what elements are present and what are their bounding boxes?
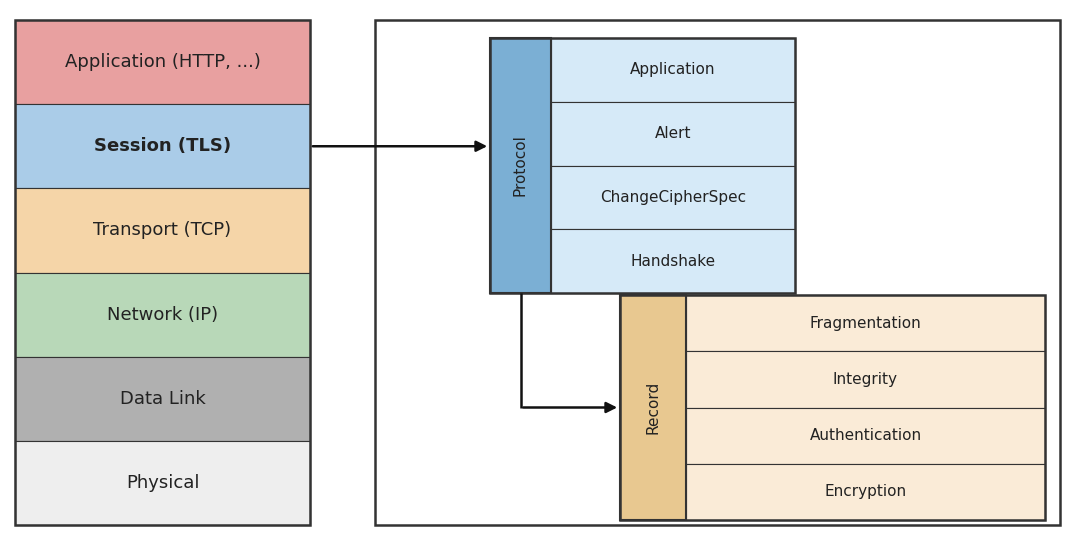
Bar: [15, 188, 310, 272]
Bar: [551, 165, 795, 229]
Bar: [686, 464, 1045, 520]
Text: Application (HTTP, ...): Application (HTTP, ...): [65, 53, 260, 71]
Text: Transport (TCP): Transport (TCP): [94, 222, 231, 239]
Text: ChangeCipherSpec: ChangeCipherSpec: [599, 190, 746, 205]
Bar: [490, 38, 551, 293]
Text: Encryption: Encryption: [824, 484, 906, 500]
Bar: [15, 272, 310, 357]
Bar: [620, 295, 686, 520]
Bar: [620, 295, 1045, 520]
Text: Data Link: Data Link: [120, 390, 205, 408]
Bar: [15, 104, 310, 188]
Text: Session (TLS): Session (TLS): [94, 137, 231, 155]
Bar: [686, 351, 1045, 407]
Text: Application: Application: [631, 62, 716, 78]
Bar: [551, 229, 795, 293]
Text: Integrity: Integrity: [833, 372, 897, 387]
Bar: [551, 38, 795, 102]
Text: Protocol: Protocol: [513, 134, 528, 197]
Bar: [490, 38, 795, 293]
Text: Fragmentation: Fragmentation: [810, 316, 921, 331]
Bar: [15, 20, 310, 104]
Text: Alert: Alert: [654, 126, 691, 141]
Text: Handshake: Handshake: [631, 254, 716, 269]
Bar: [686, 295, 1045, 351]
Bar: [490, 38, 795, 293]
Bar: [15, 20, 310, 525]
Bar: [15, 357, 310, 441]
Text: Authentication: Authentication: [809, 428, 921, 443]
Text: Physical: Physical: [125, 474, 199, 492]
Bar: [620, 295, 686, 520]
Bar: [15, 441, 310, 525]
Bar: [551, 102, 795, 165]
Bar: [686, 407, 1045, 464]
Bar: [490, 38, 551, 293]
Text: Network (IP): Network (IP): [107, 306, 218, 324]
Bar: [620, 295, 1045, 520]
Text: Record: Record: [646, 381, 661, 434]
Bar: [375, 20, 1059, 525]
